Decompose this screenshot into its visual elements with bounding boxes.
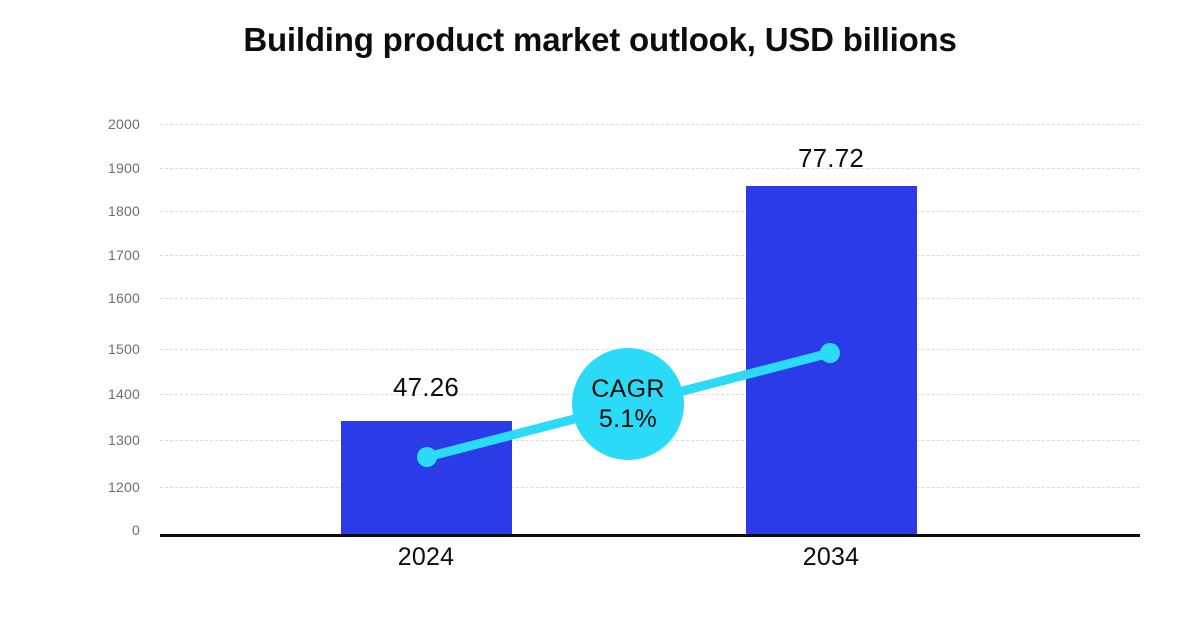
gridline <box>160 349 1140 350</box>
gridline <box>160 167 1140 169</box>
gridline <box>160 487 1140 488</box>
y-tick-label: 1400 <box>108 386 140 402</box>
gridline <box>160 124 1140 125</box>
x-axis-baseline <box>160 534 1140 537</box>
gridline <box>160 298 1140 299</box>
y-tick-label: 1600 <box>108 290 140 306</box>
gridline <box>160 254 1140 256</box>
bar-value-2034: 77.72 <box>797 143 865 173</box>
y-tick-label: 1200 <box>108 479 140 495</box>
bar-2024[interactable] <box>341 421 512 535</box>
cagr-value: 5.1% <box>598 405 658 433</box>
y-tick-label: 1500 <box>108 341 140 357</box>
y-tick-label: 1800 <box>108 203 140 219</box>
y-tick-label: 0 <box>132 522 140 538</box>
gridline <box>160 211 1140 212</box>
cagr-bubble[interactable]: CAGR 5.1% <box>572 348 684 460</box>
bar-value-2024: 47.26 <box>392 372 460 402</box>
x-tick-label-2034: 2034 <box>802 543 860 571</box>
x-tick-label-2024: 2024 <box>397 543 455 571</box>
y-tick-label: 2000 <box>108 116 140 132</box>
y-tick-label: 1900 <box>108 159 140 176</box>
plot-area <box>160 124 1140 535</box>
y-tick-label: 1300 <box>108 432 140 448</box>
chart-title: Building product market outlook, USD bil… <box>243 21 957 58</box>
cagr-label: CAGR <box>591 375 665 403</box>
y-tick-label: 1700 <box>108 246 140 263</box>
y-axis: 2000 1900 1800 1700 1600 1500 1400 1300 … <box>0 0 140 630</box>
bar-2034[interactable] <box>746 186 917 535</box>
